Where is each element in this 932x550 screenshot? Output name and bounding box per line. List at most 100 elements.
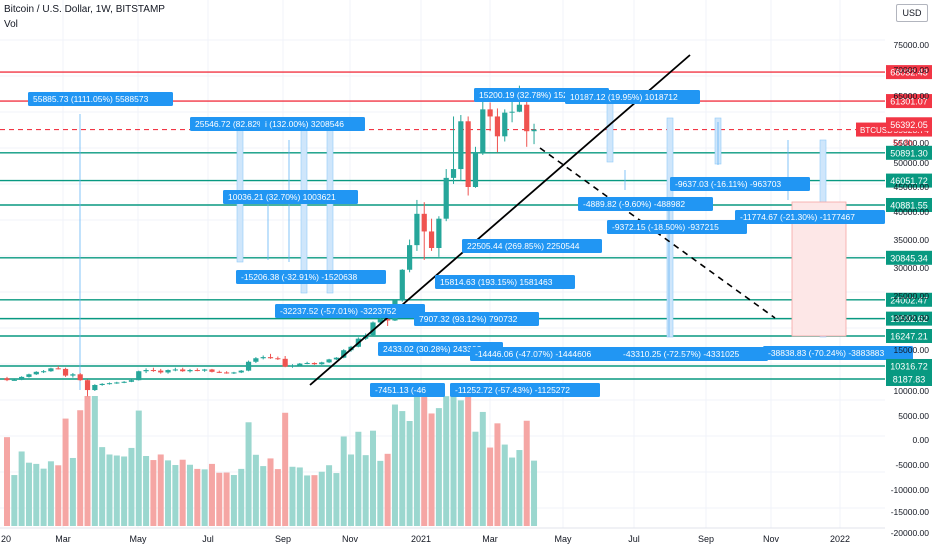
level-price-text: 46051.72 [890,176,928,186]
level-price-tag [886,292,932,307]
measure-label: -38838.83 (-70.24%) -3883883 [768,348,885,358]
volume-bar [494,423,501,526]
volume-bar [47,461,54,526]
measure-label-bg [763,346,913,360]
candle-body [238,370,244,373]
volume-indicator-label[interactable]: Vol [4,19,18,30]
time-axis-tick: May [129,534,147,544]
candle-body [341,350,347,358]
measure-label-bg [223,190,358,204]
price-axis-tick: 65000.00 [894,91,930,101]
volume-bar [318,471,325,526]
volume-bar [55,465,62,526]
currency-button[interactable]: USD [896,4,928,22]
price-axis-tick: 45000.00 [894,182,930,192]
candle-body [304,362,310,364]
candle-body [187,370,193,372]
candle-body [385,319,391,321]
candle-body [19,376,25,380]
measure-label: 2433.02 (30.28%) 243302 [383,344,482,354]
measure-label: -32237.52 (-57.01%) -3223752 [280,306,397,316]
candle-body [421,213,427,232]
measure-label: i (132.00%) 3208546 [265,119,344,129]
measure-label-bg [28,92,173,106]
volume-bar [267,458,274,526]
volume-bar [157,454,164,526]
time-axis-tick: Sep [698,534,714,544]
measure-label: 7907.32 (93.12%) 790732 [419,314,518,324]
candle-body [245,361,252,371]
level-price-text: 50891.30 [890,148,928,158]
candle-body [494,116,501,137]
volume-bar [194,468,201,526]
candle-body [326,359,332,363]
volume-bar [509,457,516,526]
price-axis-tick: 10000.00 [894,386,930,396]
volume-bar [121,456,128,526]
volume-bar [91,396,98,526]
level-price-text: 30845.34 [890,253,928,263]
price-axis-tick: 40000.00 [894,207,930,217]
volume-bar [333,473,340,526]
candle-body [260,357,266,359]
level-price-text: 8187.83 [893,375,926,385]
volume-bar [348,454,355,526]
level-price-tag [886,65,932,80]
volume-bar [479,411,486,526]
time-axis-tick: Jul [628,534,640,544]
candle-body [333,357,339,360]
price-axis-tick: 5000.00 [898,411,929,421]
candle-body [48,368,54,372]
measure-label: -15206.38 (-32.91%) -1520638 [241,272,358,282]
candle-body [165,370,171,373]
candle-body [62,368,69,376]
candle-body [450,169,457,178]
candle-body [443,177,449,219]
candle-body [480,109,486,153]
measure-label: 10187.12 (19.95%) 1018712 [570,92,678,102]
candle-body [92,384,98,391]
volume-bar [4,437,10,526]
volume-bar [260,466,267,526]
candle-body [33,371,39,375]
candle-body [275,358,281,360]
candle-body [106,383,113,385]
candle-body [531,129,537,132]
ascending-trendline [309,54,691,386]
time-axis-tick: Nov [763,534,780,544]
time-axis: 20 Mar May Jul Sep Nov 2021 Mar May Jul Sep Nov 2022 [0,527,885,544]
volume-bar [289,466,296,526]
measure-label: 25546.72 (82.82%) 2554672 [195,119,303,129]
volume-bar [435,408,442,526]
volume-bar [399,411,406,526]
volume-bar [135,410,142,526]
measure-label-bg [578,197,713,211]
candle-body [55,368,61,370]
projection-box [791,201,847,337]
time-axis-tick: May [554,534,572,544]
level-price-tag [886,250,932,265]
candle-body [84,380,91,391]
symbol-tag: BTCUSD [860,126,893,135]
level-price-text: 61301.07 [890,97,928,107]
volume-bar [531,460,538,526]
candle-body [77,374,83,381]
level-price-tag [886,145,932,160]
candle-body [436,218,442,248]
volume-bar [296,467,303,526]
candle-body [216,371,222,373]
volume-bar [238,468,245,526]
measure-label-bg [435,275,575,289]
volume-bar [223,472,230,526]
price-axis-tick: 75000.00 [894,40,930,50]
candle-body [458,121,464,170]
level-price-tag [886,173,932,188]
candle-body [4,378,10,381]
candle-body [377,319,383,323]
volume-bar [77,410,84,526]
measure-label-bg [462,239,602,253]
candle-body [267,357,274,359]
measure-range [326,117,334,294]
